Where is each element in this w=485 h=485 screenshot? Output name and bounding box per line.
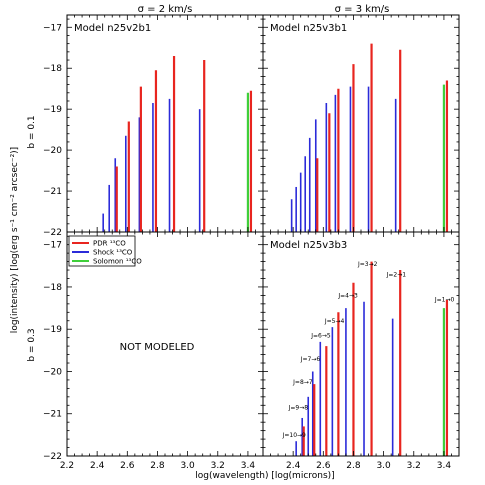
panel-2: Model n25v3b1	[262, 14, 460, 233]
panel-frame	[66, 14, 264, 233]
transition-label: J=9→8	[288, 405, 309, 412]
panel-title: Model n25v3b3	[270, 240, 347, 251]
panel-3: −22 −21 −20 −19 −18 −17 2.2 2.4 2.6 2.8 3.0 3.2 3.4	[43, 231, 264, 471]
x-tick-label: 3.4	[241, 461, 256, 471]
x-tick-label: 2.4	[90, 461, 105, 471]
panel-title: Model n25v3b1	[270, 23, 347, 34]
transition-label: J=7→6	[300, 356, 321, 363]
transition-label: J=5→4	[324, 318, 345, 325]
legend-label: PDR ¹³CO	[93, 240, 126, 248]
transition-label: J=1→0	[434, 297, 455, 304]
transition-label: J=4→3	[337, 293, 358, 300]
y-tick-label: −21	[43, 187, 62, 197]
not-modeled-label: NOT MODELED	[120, 342, 195, 353]
transition-label: J=3→2	[357, 261, 378, 268]
x-tick-label: 3.0	[180, 461, 195, 471]
col-title-2: σ = 3 km/s	[335, 4, 390, 15]
x-tick-label: 3.2	[407, 461, 421, 471]
y-tick-label: −19	[43, 325, 62, 335]
x-axis-title: log(wavelength) [log(microns)]	[195, 471, 334, 481]
transition-label: J=2→1	[386, 271, 407, 278]
y-tick-label: −22	[43, 452, 62, 462]
y-tick-label: −19	[43, 105, 62, 115]
x-tick-label: 2.8	[150, 461, 165, 471]
x-tick-label: 3.4	[437, 461, 452, 471]
y-tick-label: −20	[43, 367, 62, 377]
y-tick-label: −21	[43, 410, 62, 420]
transition-label: J=8→7	[292, 379, 313, 386]
transition-label: J=6→5	[310, 333, 331, 340]
x-tick-label: 2.8	[346, 461, 361, 471]
row-labels: b = 0.1 b = 0.3	[27, 115, 37, 361]
y-tick-label: −17	[43, 23, 62, 33]
legend-label: Shock ¹³CO	[93, 249, 133, 257]
y-axis-title: log(intensity) [log(erg s⁻¹ cm⁻² arcsec⁻…	[10, 147, 20, 333]
x-tick-label: 2.2	[60, 461, 74, 471]
x-tick-label: 3.0	[376, 461, 391, 471]
y-tick-label: −18	[43, 64, 62, 74]
x-tick-label: 3.2	[211, 461, 225, 471]
panel-title: Model n25v2b1	[74, 23, 151, 34]
x-tick-label: 2.6	[316, 461, 331, 471]
transition-label: J=10→9	[282, 432, 306, 439]
y-tick-label: −20	[43, 146, 62, 156]
y-tick-label: −22	[43, 228, 62, 238]
row-label-1: b = 0.1	[27, 115, 37, 148]
col-title-1: σ = 2 km/s	[138, 4, 193, 15]
column-titles: σ = 2 km/s σ = 3 km/s	[138, 4, 390, 15]
x-tick-label: 2.6	[120, 461, 135, 471]
y-tick-label: −17	[43, 241, 62, 251]
row-label-2: b = 0.3	[27, 328, 37, 361]
panel-4: 2.4 2.6 2.8 3.0 3.2 3.4 Model n25v3b3 J=10→9 J=9…	[262, 231, 460, 471]
y-tick-label: −18	[43, 283, 62, 293]
x-tick-label: 2.4	[286, 461, 301, 471]
panel-1: −22 −21 −20 −19 −18 −17 Model n25v2b1	[43, 14, 264, 238]
legend-label: Solomon ¹³CO	[93, 258, 142, 266]
